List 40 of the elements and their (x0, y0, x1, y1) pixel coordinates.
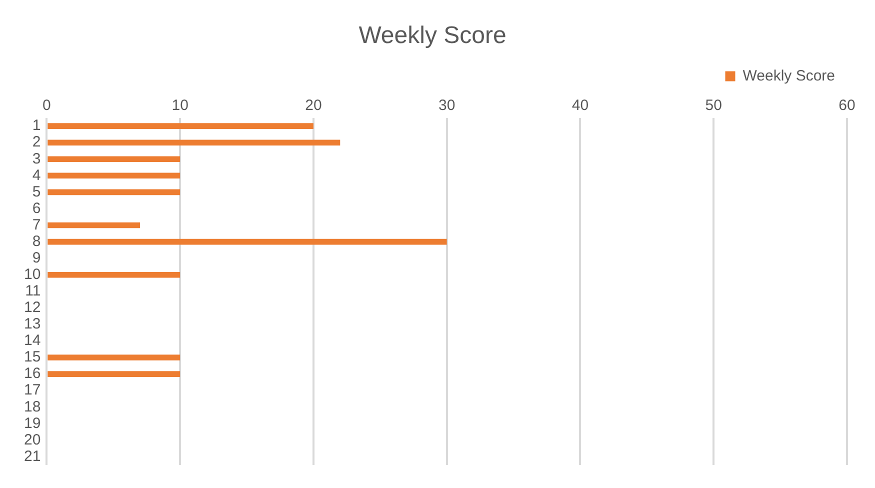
y-tick-label: 8 (32, 232, 41, 250)
y-tick-label: 21 (24, 448, 41, 465)
x-tick-label: 10 (172, 96, 188, 114)
bar (48, 123, 314, 129)
legend-label: Weekly Score (742, 67, 836, 84)
y-tick-label: 17 (24, 382, 41, 399)
y-tick-label: 12 (24, 299, 41, 316)
x-tick-label: 20 (305, 96, 322, 114)
y-tick-label: 9 (32, 249, 41, 266)
chart-title: Weekly Score (358, 22, 506, 50)
y-tick-label: 18 (24, 398, 41, 416)
y-tick-label: 19 (24, 414, 41, 432)
y-tick-label: 5 (32, 183, 41, 200)
bar (48, 238, 447, 245)
bar (48, 140, 340, 146)
bar (48, 272, 180, 278)
bar (48, 354, 180, 360)
x-tick-label: 0 (42, 96, 51, 114)
x-tick-label: 30 (438, 96, 456, 114)
x-tick-label: 60 (838, 96, 856, 114)
y-tick-label: 15 (24, 348, 41, 366)
y-tick-label: 13 (24, 316, 41, 333)
y-tick-label: 3 (32, 150, 41, 168)
bar (48, 189, 180, 196)
y-tick-label: 6 (32, 200, 41, 217)
y-tick-label: 10 (24, 266, 41, 284)
y-tick-label: 14 (24, 332, 41, 350)
y-tick-label: 4 (32, 166, 41, 184)
bar (48, 222, 140, 228)
y-tick-label: 2 (32, 134, 41, 151)
y-tick-label: 11 (25, 282, 41, 300)
bar (48, 371, 180, 377)
bar (48, 156, 180, 162)
y-tick-label: 7 (32, 216, 41, 234)
x-tick-label: 50 (705, 96, 722, 114)
bar (48, 172, 180, 179)
y-tick-label: 20 (24, 431, 41, 448)
y-tick-label: 1 (32, 117, 41, 134)
y-tick-label: 16 (24, 365, 41, 382)
x-tick-label: 40 (572, 96, 589, 114)
